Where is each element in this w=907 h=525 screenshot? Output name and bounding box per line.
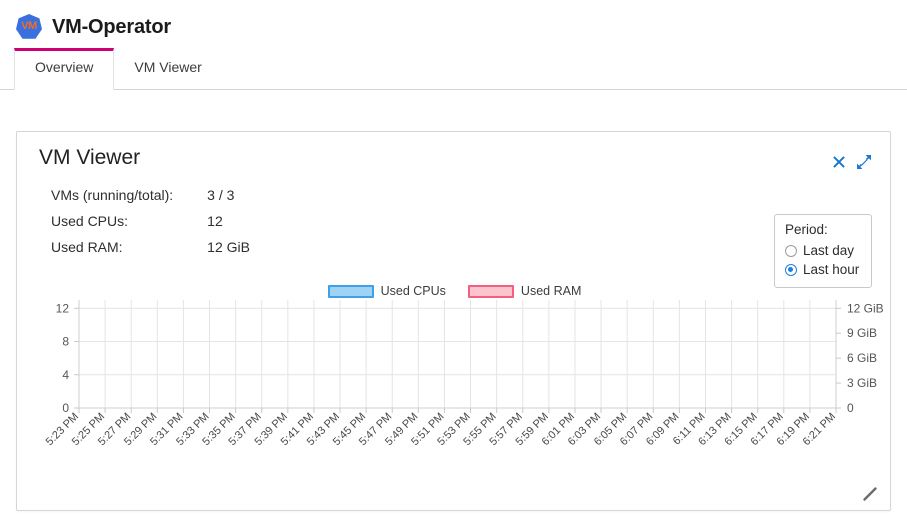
app-header: VM VM-Operator <box>0 0 907 48</box>
period-option-last-hour-label: Last hour <box>803 262 860 277</box>
svg-text:0: 0 <box>62 401 69 415</box>
svg-text:6 GiB: 6 GiB <box>847 351 877 365</box>
period-option-last-day[interactable]: Last day <box>785 241 861 260</box>
tab-vm-viewer[interactable]: VM Viewer <box>114 48 221 90</box>
legend-item-used-cpus[interactable]: Used CPUs <box>327 284 446 298</box>
expand-icon[interactable] <box>856 154 872 170</box>
period-selector: Period: Last day Last hour <box>774 214 872 288</box>
stat-row: Used RAM: 12 GiB <box>51 234 250 260</box>
radio-last-day-icon[interactable] <box>785 244 797 257</box>
legend-label-cpu: Used CPUs <box>380 284 446 298</box>
stat-value-ram: 12 GiB <box>207 239 250 255</box>
svg-text:3 GiB: 3 GiB <box>847 376 877 390</box>
svg-text:0: 0 <box>847 401 854 415</box>
tab-overview[interactable]: Overview <box>14 48 115 91</box>
period-option-last-day-label: Last day <box>803 243 855 258</box>
resize-handle[interactable] <box>862 486 878 502</box>
stat-label-cpus: Used CPUs: <box>51 213 129 229</box>
vm-operator-logo: VM <box>16 14 42 40</box>
card-body: VMs (running/total): 3 / 3 Used CPUs: 12… <box>17 170 890 288</box>
period-option-last-hour[interactable]: Last hour <box>785 260 861 279</box>
stat-value-vms: 3 / 3 <box>207 187 235 203</box>
legend-label-ram: Used RAM <box>520 284 582 298</box>
vm-viewer-card: VM Viewer VMs (running/total): 3 / 3 <box>16 131 891 511</box>
stat-row: VMs (running/total): 3 / 3 <box>51 182 250 208</box>
vm-stats: VMs (running/total): 3 / 3 Used CPUs: 12… <box>51 182 250 260</box>
legend-swatch-cpu <box>327 284 374 298</box>
stat-label-ram: Used RAM: <box>51 239 123 255</box>
card-title: VM Viewer <box>39 146 141 169</box>
stat-row: Used CPUs: 12 <box>51 208 250 234</box>
svg-text:9 GiB: 9 GiB <box>847 326 877 340</box>
tab-vm-viewer-label: VM Viewer <box>134 59 202 75</box>
svg-text:8: 8 <box>62 335 69 349</box>
period-title: Period: <box>785 222 828 237</box>
stat-value-cpus: 12 <box>207 213 223 229</box>
card-actions <box>831 146 872 170</box>
legend-swatch-ram <box>467 284 514 298</box>
page-title: VM-Operator <box>52 15 171 38</box>
card-header: VM Viewer <box>17 132 890 170</box>
svg-text:12 GiB: 12 GiB <box>847 301 884 315</box>
tab-bar: Overview VM Viewer <box>0 48 907 91</box>
svg-text:4: 4 <box>62 368 69 382</box>
usage-chart: Used CPUs Used RAM 0 4 8 12 0 3 GiB 6 GiB 9 GiB… <box>17 284 892 512</box>
svg-text:12: 12 <box>56 301 70 315</box>
chart-legend: Used CPUs Used RAM <box>17 284 892 298</box>
close-icon[interactable] <box>831 154 847 170</box>
radio-last-hour-icon[interactable] <box>785 263 797 276</box>
logo-label: VM <box>21 20 37 32</box>
legend-item-used-ram[interactable]: Used RAM <box>467 284 582 298</box>
stat-label-vms: VMs (running/total): <box>51 187 174 203</box>
tab-overview-label: Overview <box>35 59 94 75</box>
logo-heptagon <box>16 14 42 39</box>
